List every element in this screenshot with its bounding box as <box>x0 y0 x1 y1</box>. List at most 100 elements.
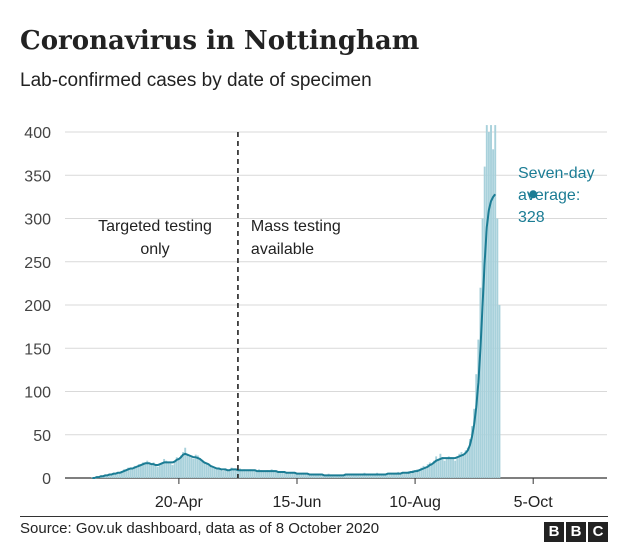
bar <box>428 462 431 478</box>
bar <box>468 439 471 478</box>
bar <box>293 472 296 478</box>
bar <box>277 471 279 478</box>
bar <box>418 470 421 478</box>
y-tick-label: 350 <box>24 168 51 185</box>
bar <box>420 467 423 478</box>
bar <box>118 472 121 478</box>
bar <box>255 471 258 478</box>
bar <box>302 472 305 478</box>
bar <box>414 471 417 478</box>
bar <box>114 473 117 478</box>
bar <box>215 469 218 478</box>
bar <box>201 460 204 478</box>
bbc-logo-letter: B <box>544 522 564 542</box>
bar <box>359 474 362 478</box>
bar <box>209 465 212 478</box>
bar <box>203 462 206 478</box>
bar <box>274 471 277 478</box>
source-note: Source: Gov.uk dashboard, data as of 8 O… <box>20 520 380 537</box>
bar <box>323 475 326 478</box>
bar <box>401 472 404 478</box>
bar <box>374 474 376 478</box>
bar <box>188 456 191 478</box>
bar <box>262 471 265 478</box>
bar <box>205 464 208 478</box>
bar <box>426 464 429 478</box>
bar <box>395 472 398 478</box>
bar <box>409 471 412 478</box>
bar <box>454 460 457 478</box>
bbc-logo-letter: B <box>566 522 586 542</box>
bar <box>386 473 389 478</box>
bar <box>473 408 476 478</box>
bar <box>477 339 480 478</box>
bar <box>492 149 495 479</box>
bar <box>458 453 461 478</box>
bar <box>367 475 370 478</box>
bar <box>291 471 294 478</box>
bar <box>378 473 381 478</box>
bar <box>192 458 195 478</box>
bar <box>485 125 488 478</box>
bar <box>416 469 419 478</box>
bar <box>112 472 115 478</box>
bar <box>352 473 355 478</box>
bar <box>251 470 254 478</box>
bar <box>234 470 237 478</box>
bar <box>462 455 465 478</box>
bar <box>336 475 339 478</box>
bar <box>266 470 269 478</box>
bar <box>487 132 490 478</box>
bar <box>464 450 467 478</box>
bar <box>222 471 225 478</box>
bar <box>165 460 168 478</box>
bar <box>340 475 343 478</box>
bar <box>365 474 368 478</box>
bar <box>399 473 402 478</box>
bar <box>452 458 454 478</box>
bar <box>445 458 448 478</box>
bar <box>146 460 149 478</box>
bar <box>207 465 210 478</box>
y-tick-label: 300 <box>24 212 51 229</box>
bar <box>253 471 256 478</box>
bar <box>441 457 444 478</box>
y-tick-label: 50 <box>33 428 51 445</box>
bar <box>380 474 383 478</box>
bar <box>228 471 231 478</box>
bar <box>156 466 159 478</box>
bar <box>466 447 469 478</box>
bar <box>475 374 478 478</box>
bar <box>285 472 288 478</box>
bar <box>142 462 144 478</box>
bar <box>230 467 233 478</box>
x-tick-label: 10-Aug <box>389 494 441 511</box>
bar <box>144 463 147 478</box>
x-tick-label: 5-Oct <box>514 494 554 511</box>
bar <box>175 457 178 478</box>
y-tick-label: 200 <box>24 298 51 315</box>
bar <box>169 463 172 478</box>
bar <box>306 474 309 478</box>
bar <box>135 467 138 478</box>
bar <box>131 468 134 478</box>
bar <box>319 475 322 478</box>
bar <box>152 462 155 478</box>
bar <box>268 471 271 478</box>
bar <box>154 465 157 478</box>
bar <box>161 462 163 478</box>
bar <box>439 453 442 478</box>
bar <box>397 471 400 478</box>
chart-subtitle: Lab-confirmed cases by date of specimen <box>20 70 372 91</box>
bar <box>180 455 182 478</box>
bar <box>449 457 452 478</box>
bar <box>490 125 492 478</box>
bar <box>196 455 199 478</box>
bar <box>382 475 385 478</box>
bar <box>296 473 298 478</box>
bar <box>300 473 303 478</box>
bar <box>116 471 119 478</box>
footer-rule <box>20 516 608 517</box>
bbc-logo-letter: C <box>588 522 608 542</box>
bar <box>199 458 201 478</box>
